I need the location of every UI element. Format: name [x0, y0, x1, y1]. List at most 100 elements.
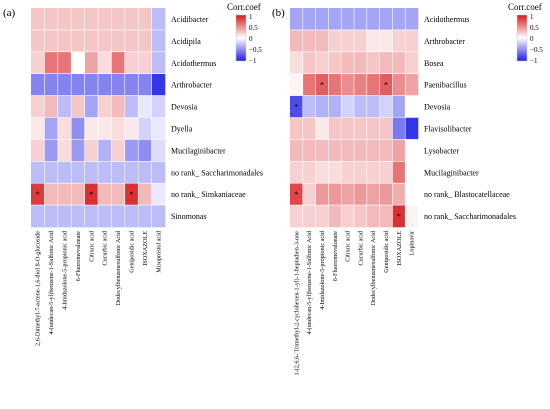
significance-mark: *: [294, 190, 298, 199]
row-label: Mucilaginibacter: [171, 146, 226, 155]
heatmap-cell: [302, 8, 316, 31]
heatmap-cell: [341, 205, 355, 228]
column-label: Cucurbic acid: [102, 230, 109, 265]
heatmap-cell: [151, 73, 166, 96]
panel-a-legend-tick: −0.5: [249, 46, 262, 54]
heatmap-cell: [71, 8, 85, 31]
panel-b-legend-tick: −0.5: [530, 46, 543, 54]
row-label: Arthrobacter: [171, 81, 212, 90]
panel-a-legend-tick: 1: [249, 13, 253, 21]
heatmap-cell: [111, 205, 126, 228]
heatmap-cell: [151, 117, 166, 140]
panel-a-legend-title: Corr.coef: [227, 2, 261, 12]
heatmap-cell: [290, 183, 304, 206]
column-label: Misoprostol acid: [155, 230, 162, 273]
heatmap-cell: [44, 139, 59, 162]
panel-a-row-labels: Acidibacter Acidipila Acidothermus Arthroba…: [171, 15, 263, 221]
heatmap-cell: [138, 73, 152, 96]
heatmap-cell: [392, 161, 406, 184]
significance-mark: *: [89, 190, 93, 199]
heatmap-cell: [111, 29, 126, 53]
panel-b-column-labels: 1-(2,6,6- Trimethyl-2-cyclohexen-1-yl)-1…: [293, 230, 415, 375]
heatmap-cell: [44, 73, 59, 96]
heatmap-cell: [84, 183, 99, 206]
heatmap-cell: [302, 51, 316, 74]
heatmap-cell: [315, 183, 329, 206]
heatmap-cell: [315, 51, 329, 74]
heatmap-cell: [57, 161, 72, 184]
heatmap-cell: [392, 205, 406, 228]
heatmap-cell: [57, 29, 72, 53]
heatmap-cell: [341, 95, 355, 118]
row-label: no rank_ Saccharimonadales: [171, 168, 263, 177]
heatmap-cell: [379, 73, 393, 96]
heatmap-cell: [57, 117, 72, 140]
heatmap-cell: [71, 73, 85, 96]
column-label: Dodecylbenzenesulfonic Acid: [115, 230, 122, 305]
heatmap-cell: [328, 8, 342, 31]
significance-mark: *: [397, 212, 401, 221]
heatmap-cell: [315, 8, 329, 31]
panel-b-legend-tick: 0.5: [530, 24, 539, 32]
heatmap-cell: [290, 8, 304, 31]
heatmap-cell: [405, 29, 419, 53]
heatmap-cell: [31, 205, 45, 228]
heatmap-cell: [151, 183, 166, 206]
heatmap-cell: [124, 73, 139, 96]
heatmap-cell: [44, 29, 59, 53]
heatmap-cell: [98, 117, 112, 140]
heatmap-cell: [392, 8, 406, 31]
heatmap-cell: [315, 205, 329, 228]
heatmap-cell: [366, 51, 380, 74]
heatmap-cell: [98, 73, 112, 96]
heatmap-cell: [57, 139, 72, 162]
row-label: no rank_ Blastocatellaceae: [424, 190, 510, 199]
heatmap-cell: [71, 205, 85, 228]
significance-mark: *: [384, 81, 388, 90]
heatmap-cell: [57, 95, 72, 118]
heatmap-cell: [366, 161, 380, 184]
row-label: Sinomonas: [171, 212, 207, 221]
heatmap-cell: [44, 183, 59, 206]
heatmap-cell: [392, 29, 406, 53]
heatmap-cell: [302, 117, 316, 140]
panel-b: (b) * * * * * Acidothermus Arthrobacter Bosea P…: [272, 2, 543, 376]
significance-mark: *: [320, 81, 324, 90]
heatmap-cell: [31, 29, 45, 53]
panel-b-row-labels: Acidothermus Arthrobacter Bosea Paenibacill…: [424, 15, 516, 221]
heatmap-cell: [290, 95, 304, 118]
heatmap-cell: [31, 139, 45, 162]
heatmap-cell: [31, 161, 45, 184]
column-label: 4-(undecan-5-yl)benzene-1-Sulfonic Acid: [306, 230, 313, 335]
heatmap-cell: [392, 117, 406, 140]
panel-b-legend-tick: 0: [530, 35, 534, 43]
heatmap-cell: [328, 117, 342, 140]
panel-b-legend: Corr.coef 1 0.5 0 −0.5 −1: [508, 2, 543, 65]
heatmap-cell: [341, 73, 355, 96]
heatmap-cell: [302, 139, 316, 162]
heatmap-cell: [138, 29, 152, 53]
heatmap-cell: [379, 161, 393, 184]
heatmap-cell: [328, 205, 342, 228]
heatmap-cell: [328, 51, 342, 74]
heatmap-cell: [124, 29, 139, 53]
heatmap-cell: [138, 51, 152, 74]
row-label: Mucilaginibacter: [424, 168, 479, 177]
heatmap-cell: [44, 8, 59, 31]
heatmap-cell: [57, 183, 72, 206]
heatmap-cell: [98, 161, 112, 184]
column-label: 4-(undecan-5-yl)benzene-1-Sulfonic Acid: [48, 230, 55, 335]
heatmap-cell: [392, 51, 406, 74]
heatmap-cell: [341, 8, 355, 31]
heatmap-cell: [71, 95, 85, 118]
column-label: Citraric acid: [345, 230, 352, 262]
heatmap-cell: [124, 8, 139, 31]
heatmap-cell: [151, 51, 166, 74]
panel-a-legend-tick: 0: [249, 35, 253, 43]
heatmap-cell: [71, 161, 85, 184]
heatmap-cell: [57, 8, 72, 31]
heatmap-cell: [315, 73, 329, 96]
panel-b-legend-tick: 1: [530, 13, 534, 21]
panel-b-cells: * * * * *: [290, 8, 419, 228]
heatmap-cell: [354, 29, 368, 53]
